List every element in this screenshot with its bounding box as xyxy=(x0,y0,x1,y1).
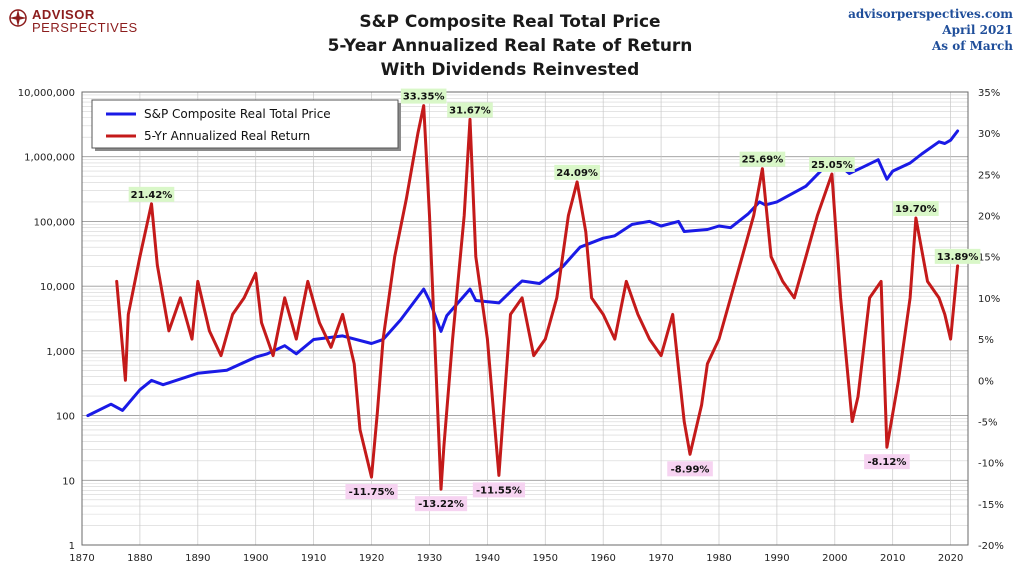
data-label: 33.35% xyxy=(403,92,445,103)
data-label: 19.70% xyxy=(895,204,937,215)
data-label-bg xyxy=(893,201,939,217)
y-right-tick-label: 35% xyxy=(978,88,1000,99)
data-label-bg xyxy=(809,156,855,172)
source-date: April 2021 xyxy=(942,23,1013,37)
source-as-of: As of March xyxy=(932,39,1013,53)
data-label: -11.75% xyxy=(349,487,395,498)
y-right-tick-label: -5% xyxy=(978,417,997,428)
x-tick-label: 1880 xyxy=(127,553,152,564)
y-left-tick-label: 100 xyxy=(56,412,75,423)
y-right-tick-label: 5% xyxy=(978,335,994,346)
return-series-line xyxy=(115,104,960,491)
x-tick-label: 1950 xyxy=(533,553,558,564)
x-tick-label: 1930 xyxy=(417,553,442,564)
axes: 1 10 100 1,000 10,000 100,000 1,000,000 10,000,… xyxy=(18,88,1004,564)
data-label-bg xyxy=(447,102,493,118)
y-right-tick-label: 20% xyxy=(978,212,1000,223)
data-label: 13.89% xyxy=(937,252,979,263)
y-right-tick-label: 25% xyxy=(978,170,1000,181)
data-label-bg xyxy=(414,496,468,512)
x-tick-label: 1980 xyxy=(706,553,731,564)
data-label-bg xyxy=(864,454,910,470)
data-label-bg xyxy=(554,164,600,180)
x-tick-label: 2020 xyxy=(938,553,963,564)
x-tick-label: 1940 xyxy=(475,553,500,564)
data-label: -8.12% xyxy=(868,457,907,468)
x-tick-label: 2000 xyxy=(822,553,847,564)
legend: S&P Composite Real Total Price 5-Yr Annua… xyxy=(91,99,401,151)
title-line-2: 5-Year Annualized Real Rate of Return xyxy=(327,36,693,56)
chart-title: S&P Composite Real Total Price 5-Year An… xyxy=(250,10,770,82)
x-tick-label: 1970 xyxy=(648,553,673,564)
legend-box xyxy=(91,99,399,149)
y-left-tick-label: 10,000,000 xyxy=(18,88,75,99)
data-label: -11.55% xyxy=(476,485,522,496)
data-label: -8.99% xyxy=(671,464,710,475)
y-left-tick-label: 10 xyxy=(62,476,75,487)
legend-label: S&P Composite Real Total Price xyxy=(144,107,331,121)
x-tick-label: 2010 xyxy=(880,553,905,564)
data-label-bg xyxy=(400,88,447,104)
y-left-tick-label: 100,000 xyxy=(34,217,75,228)
data-label-bg xyxy=(472,482,526,498)
y-right-tick-label: -10% xyxy=(978,459,1004,470)
plot-border xyxy=(81,91,969,546)
legend-label: 5-Yr Annualized Real Return xyxy=(144,129,310,143)
x-tick-label: 1990 xyxy=(764,553,789,564)
data-label: 24.09% xyxy=(556,168,598,179)
x-tick-label: 1910 xyxy=(301,553,326,564)
title-line-1: S&P Composite Real Total Price xyxy=(359,12,661,32)
y-right-tick-label: 30% xyxy=(978,129,1000,140)
y-right-tick-label: 0% xyxy=(978,376,994,387)
x-tick-label: 1900 xyxy=(243,553,268,564)
source-info: advisorperspectives.com April 2021 As of… xyxy=(848,6,1013,54)
y-left-tick-label: 1,000,000 xyxy=(24,153,75,164)
y-left-tick-label: 10,000 xyxy=(40,282,75,293)
data-label-bg xyxy=(128,186,175,202)
x-tick-label: 1870 xyxy=(69,553,94,564)
y-left-tick-label: 1,000 xyxy=(46,347,75,358)
data-label: 21.42% xyxy=(131,190,173,201)
data-label: 25.69% xyxy=(742,155,784,166)
advisor-perspectives-logo: ADVISOR PERSPECTIVES xyxy=(8,6,158,36)
data-label-bg xyxy=(739,151,786,167)
series-lines xyxy=(86,104,960,491)
x-tick-label: 1920 xyxy=(359,553,384,564)
x-tick-label: 1960 xyxy=(590,553,615,564)
data-label: 31.67% xyxy=(449,105,491,116)
x-tick-label: 1890 xyxy=(185,553,210,564)
data-label: -13.22% xyxy=(418,499,464,510)
y-right-tick-label: -15% xyxy=(978,500,1004,511)
title-line-3: With Dividends Reinvested xyxy=(380,60,640,80)
data-label-bg xyxy=(345,484,398,500)
data-labels: 21.42% 33.35% 31.67% 24.09% 25.69% 25.05% 19.7… xyxy=(128,88,981,512)
data-label: 25.05% xyxy=(811,160,853,171)
source-site: advisorperspectives.com xyxy=(848,7,1013,21)
y-right-tick-label: 15% xyxy=(978,253,1000,264)
y-left-tick-label: 1 xyxy=(69,541,75,552)
y-right-tick-label: 10% xyxy=(978,294,1000,305)
logo-line-1: ADVISOR xyxy=(32,7,95,22)
logo-line-2: PERSPECTIVES xyxy=(32,20,138,35)
compass-logo-icon xyxy=(9,9,27,27)
data-label-bg xyxy=(667,461,713,477)
y-right-tick-label: -20% xyxy=(978,541,1004,552)
data-label-bg xyxy=(934,248,981,264)
